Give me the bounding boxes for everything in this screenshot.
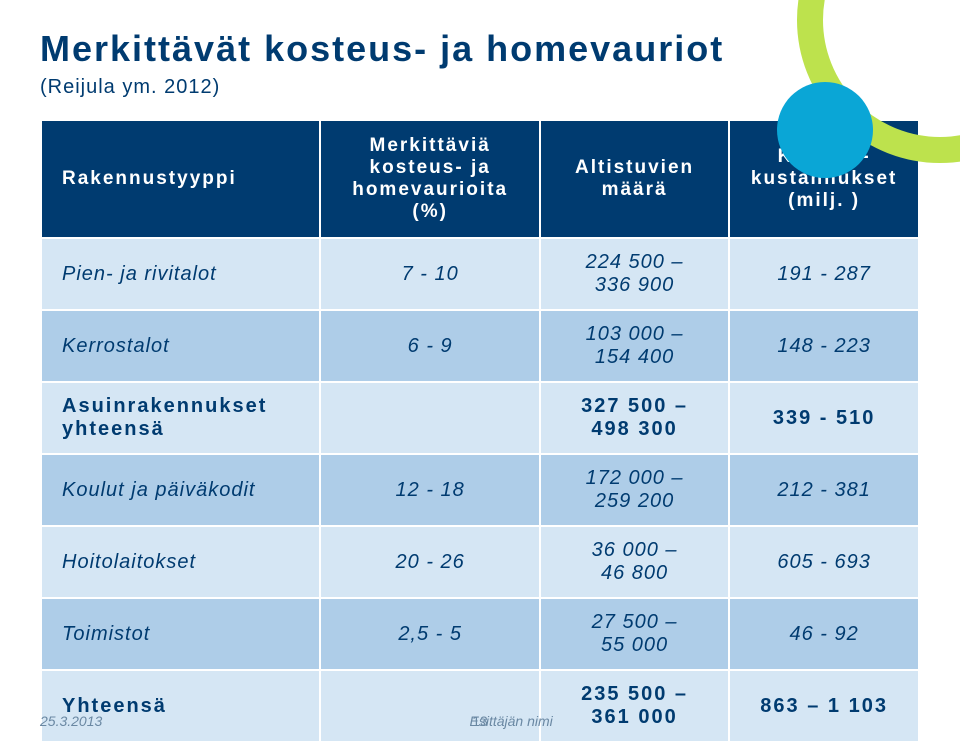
cell-exposed: 327 500 –498 300 xyxy=(540,382,729,454)
cell-cost: 863 – 1 103 xyxy=(729,670,919,742)
cell-cost: 339 - 510 xyxy=(729,382,919,454)
cell-exposed: 224 500 –336 900 xyxy=(540,238,729,310)
cell-cost: 46 - 92 xyxy=(729,598,919,670)
col-header-type: Rakennustyyppi xyxy=(41,120,320,238)
col-header-exposed: Altistuvien määrä xyxy=(540,120,729,238)
page-subtitle: (Reijula ym. 2012) xyxy=(40,76,920,99)
table-row: Yhteensä 235 500 –361 000863 – 1 103 xyxy=(41,670,919,742)
cell-exposed: 172 000 –259 200 xyxy=(540,454,729,526)
col-header-cost: Korjaus-kustannukset (milj. ) xyxy=(729,120,919,238)
table-row: Koulut ja päiväkodit12 - 18172 000 –259 … xyxy=(41,454,919,526)
table-row: Asuinrakennukset yhteensä 327 500 –498 30… xyxy=(41,382,919,454)
cell-label: Kerrostalot xyxy=(41,310,320,382)
cell-cost: 191 - 287 xyxy=(729,238,919,310)
cell-label: Pien- ja rivitalot xyxy=(41,238,320,310)
table-row: Pien- ja rivitalot7 - 10224 500 –336 900… xyxy=(41,238,919,310)
cell-cost: 148 - 223 xyxy=(729,310,919,382)
cell-exposed: 235 500 –361 000 xyxy=(540,670,729,742)
cell-cost: 605 - 693 xyxy=(729,526,919,598)
cell-label: Koulut ja päiväkodit xyxy=(41,454,320,526)
cell-exposed: 36 000 –46 800 xyxy=(540,526,729,598)
cell-exposed: 27 500 –55 000 xyxy=(540,598,729,670)
cell-pct: 6 - 9 xyxy=(320,310,539,382)
cell-pct: 7 - 10 xyxy=(320,238,539,310)
cell-label: Yhteensä xyxy=(41,670,320,742)
cell-pct: 2,5 - 5 xyxy=(320,598,539,670)
cell-label: Asuinrakennukset yhteensä xyxy=(41,382,320,454)
footer-date: 25.3.2013 xyxy=(40,713,102,729)
cell-exposed: 103 000 –154 400 xyxy=(540,310,729,382)
data-table: Rakennustyyppi Merkittäviä kosteus- ja h… xyxy=(40,119,920,743)
cell-pct: 12 - 18 xyxy=(320,454,539,526)
table-body: Pien- ja rivitalot7 - 10224 500 –336 900… xyxy=(41,238,919,742)
cell-pct: 20 - 26 xyxy=(320,526,539,598)
table-row: Kerrostalot6 - 9103 000 –154 400148 - 22… xyxy=(41,310,919,382)
cell-pct xyxy=(320,670,539,742)
table-header-row: Rakennustyyppi Merkittäviä kosteus- ja h… xyxy=(41,120,919,238)
cell-label: Hoitolaitokset xyxy=(41,526,320,598)
cell-cost: 212 - 381 xyxy=(729,454,919,526)
col-header-pct: Merkittäviä kosteus- ja homevaurioita (%… xyxy=(320,120,539,238)
cell-pct xyxy=(320,382,539,454)
cell-label: Toimistot xyxy=(41,598,320,670)
title-block: Merkittävät kosteus- ja homevauriot (Rei… xyxy=(0,0,960,99)
table-row: Hoitolaitokset20 - 2636 000 –46 800605 -… xyxy=(41,526,919,598)
table-row: Toimistot2,5 - 527 500 –55 00046 - 92 xyxy=(41,598,919,670)
page-number: 13 xyxy=(472,713,488,729)
page-title: Merkittävät kosteus- ja homevauriot xyxy=(40,28,920,70)
